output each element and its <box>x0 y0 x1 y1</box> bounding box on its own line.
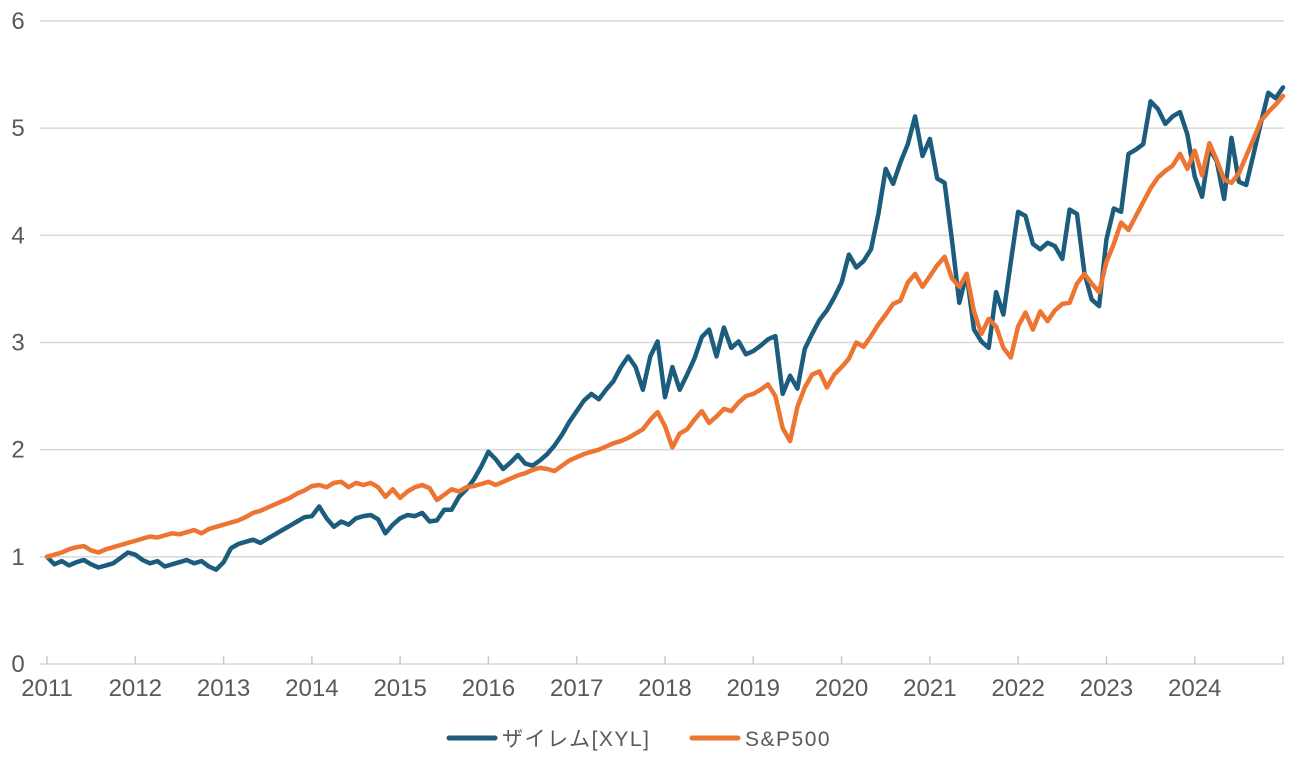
y-axis-label: 0 <box>11 651 24 678</box>
x-axis-label: 2011 <box>21 675 73 702</box>
x-axis-label: 2017 <box>550 675 603 702</box>
y-axis-label: 6 <box>11 8 24 35</box>
x-axis-label: 2024 <box>1168 675 1221 702</box>
x-axis-label: 2018 <box>638 675 691 702</box>
series-line-sp500 <box>44 93 1286 560</box>
y-axis-label: 5 <box>11 115 24 142</box>
legend-label-sp500: S&P500 <box>745 728 831 751</box>
x-axis-label: 2019 <box>727 675 780 702</box>
series-line-xylem <box>44 85 1286 572</box>
x-axis-label: 2015 <box>373 675 426 702</box>
x-axis-label: 2014 <box>285 675 338 702</box>
x-axis-label: 2012 <box>109 675 162 702</box>
x-axis-label: 2020 <box>815 675 868 702</box>
y-axis-label: 4 <box>11 222 24 249</box>
x-axis-label: 2016 <box>462 675 515 702</box>
x-axis-label: 2023 <box>1080 675 1133 702</box>
legend: ザイレム[XYL] S&P500 <box>446 728 831 751</box>
y-axis-label: 1 <box>11 544 24 571</box>
x-axis-label: 2013 <box>197 675 250 702</box>
y-axis-label: 2 <box>11 437 24 464</box>
x-axis-label: 2021 <box>903 675 956 702</box>
y-axis-label: 3 <box>11 330 24 357</box>
legend-label-xylem: ザイレム[XYL] <box>502 728 650 751</box>
x-axis-label: 2022 <box>991 675 1044 702</box>
